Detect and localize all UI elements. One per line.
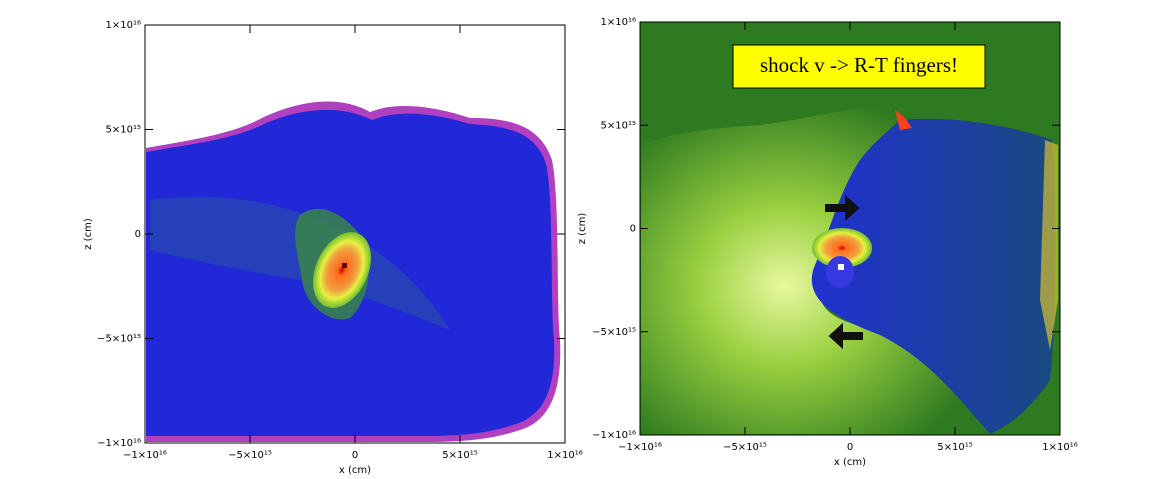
blue-region [811,118,1056,435]
y-tick-label: 0 [630,224,636,235]
left-panel [144,24,566,444]
y-tick-label: 1×10¹⁶ [601,17,636,28]
x-axis-label: x (cm) [834,457,866,468]
x-tick-label: 1×10¹⁶ [547,450,582,461]
x-axis-label: x (cm) [339,465,371,476]
x-tick-label: 5×10¹⁵ [937,442,972,453]
arrow-left [828,322,863,350]
y-tick-label: −5×10¹⁵ [592,327,636,338]
y-tick-label: −5×10¹⁵ [97,334,141,345]
finger [895,110,912,130]
center [342,263,347,268]
x-tick-label: 1×10¹⁶ [1042,442,1077,453]
y-axis-label: z (cm) [83,218,94,250]
annotation: shock v -> R-T fingers! [760,53,958,77]
right-panel: shock v -> R-T fingers! [639,21,1061,436]
annotation-box [732,44,986,89]
edge-fingers [1040,140,1058,350]
x-tick-label: −1×10¹⁶ [618,442,662,453]
y-tick-label: 0 [135,229,141,240]
y-axis-label: z (cm) [577,213,588,245]
x-tick-label: 5×10¹⁵ [442,450,477,461]
x-tick-label: −5×10¹⁵ [723,442,767,453]
core [812,228,872,268]
y-tick-label: 5×10¹⁵ [106,125,141,136]
x-tick-label: −5×10¹⁵ [228,450,272,461]
x-tick-label: 0 [352,450,358,461]
x-tick-label: −1×10¹⁶ [123,450,167,461]
arrow-right [825,194,860,222]
y-tick-label: 1×10¹⁶ [106,20,141,31]
y-tick-label: 5×10¹⁵ [601,120,636,131]
core [312,232,372,308]
x-tick-label: 0 [847,442,853,453]
blue-core [826,256,854,288]
y-tick-label: −1×10¹⁶ [97,438,141,449]
center [838,264,844,270]
y-tick-label: −1×10¹⁶ [592,430,636,441]
